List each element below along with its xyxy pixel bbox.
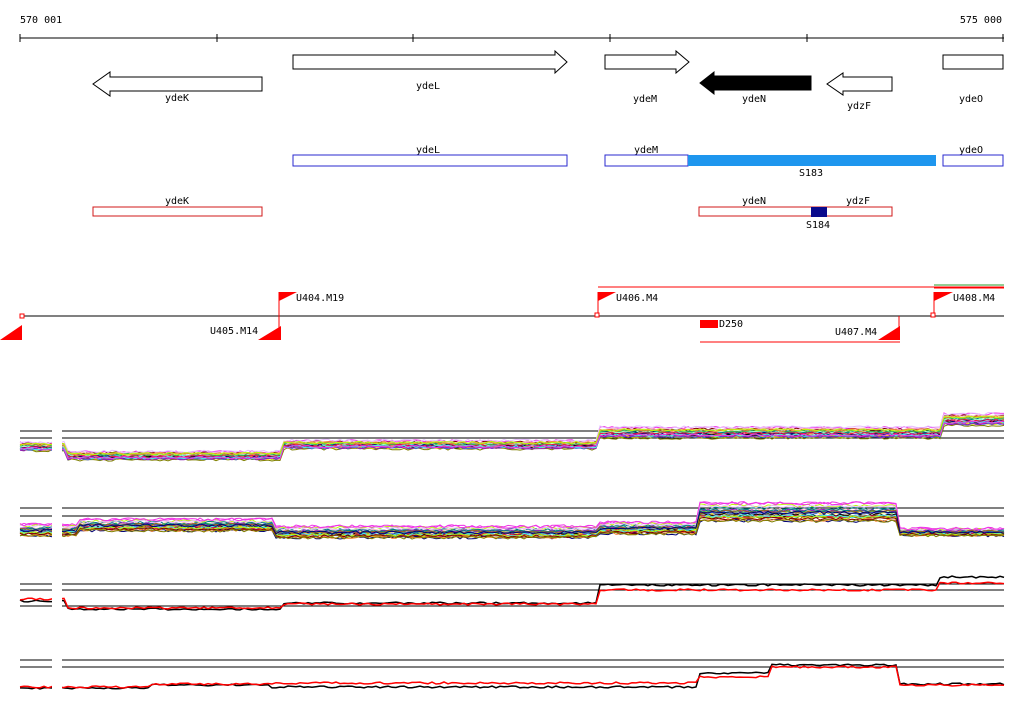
gene-label-ydzF: ydzF	[847, 101, 871, 112]
blue-box-label-ydeM: ydeM	[634, 145, 658, 156]
segment-label-S184: S184	[806, 220, 830, 231]
gene-arrow-ydeN[interactable]	[699, 70, 812, 96]
downshift-block-D250[interactable]	[700, 320, 718, 328]
gene-label-ydeK: ydeK	[165, 93, 189, 104]
red-box-ydeN-ydzF[interactable]	[698, 206, 893, 217]
gene-label-ydeN: ydeN	[742, 94, 766, 105]
upshift-label-U404: U404.M19	[296, 293, 344, 304]
upshift-label-U407: U407.M4	[835, 327, 877, 338]
panel2-trace	[19, 514, 1005, 537]
red-box-label-ydzF: ydzF	[846, 196, 870, 207]
panel1-trace	[19, 415, 1005, 456]
gene-label-ydeO: ydeO	[959, 94, 983, 105]
panel1-trace	[19, 420, 1005, 460]
gene-arrow-ydeL[interactable]	[292, 49, 568, 75]
segment-label-S183: S183	[799, 168, 823, 179]
panel1-trace	[19, 411, 1005, 454]
gene-track: ydeK ydeL ydeM ydeN ydzF ydeO	[92, 49, 1004, 112]
upshift-label-U408: U408.M4	[953, 293, 995, 304]
blue-box-ydeO[interactable]	[942, 154, 1004, 167]
red-box-label-ydeN: ydeN	[742, 196, 766, 207]
ruler-end-label: 575 000	[960, 15, 1002, 26]
downshift-label-D250: D250	[719, 319, 743, 330]
upshift-flag-U405[interactable]	[258, 326, 281, 340]
shift-track: U405.M14 U404.M19 U406.M4 D250 U407.M4 U…	[0, 284, 1004, 343]
blue-box-ydeL[interactable]	[292, 154, 568, 167]
gene-label-ydeL: ydeL	[416, 81, 440, 92]
ruler-start-label: 570 001	[20, 15, 62, 26]
panel1-trace	[19, 415, 1005, 456]
upshift-flag-U404[interactable]	[279, 292, 297, 301]
upshift-flag-U408[interactable]	[934, 292, 953, 301]
upshift-label-U406: U406.M4	[616, 293, 658, 304]
panel2-trace	[19, 501, 1005, 531]
gene-arrow-ydeK[interactable]	[92, 71, 263, 97]
upshift-marker	[594, 312, 600, 318]
panel2-trace	[19, 506, 1005, 533]
panel2-trace	[19, 509, 1005, 534]
upshift-marker	[19, 313, 25, 319]
panel2-trace	[19, 516, 1005, 539]
gene-arrow-ydzF[interactable]	[826, 72, 893, 96]
blue-transcript-track: ydeL ydeM S183 ydeO	[292, 145, 1004, 179]
panel4-trace-black	[19, 663, 1005, 690]
segment-S184[interactable]	[811, 207, 827, 217]
panel2-trace	[19, 518, 1005, 540]
panel2-trace	[19, 510, 1005, 535]
blue-box-ydeM[interactable]	[604, 154, 689, 167]
gene-label-ydeM: ydeM	[633, 94, 657, 105]
panel3-trace-black	[19, 575, 1005, 611]
panel3-trace-red	[19, 581, 1005, 610]
upshift-label-U405: U405.M14	[210, 326, 258, 337]
expression-panels	[19, 411, 1005, 690]
blue-box-label-ydeL: ydeL	[416, 145, 440, 156]
red-transcript-track: ydeK ydeN ydzF S184	[92, 196, 893, 231]
panel4-trace-red	[19, 665, 1005, 689]
blue-box-label-ydeO: ydeO	[959, 145, 983, 156]
upshift-marker	[930, 312, 936, 318]
data-gap	[52, 420, 62, 710]
red-box-ydeK[interactable]	[92, 206, 263, 217]
red-box-label-ydeK: ydeK	[165, 196, 189, 207]
gene-arrow-ydeO[interactable]	[942, 54, 1004, 70]
coordinate-ruler: 570 001 575 000	[19, 15, 1004, 42]
upshift-flag-U406[interactable]	[598, 292, 616, 301]
segment-S183[interactable]	[688, 155, 936, 166]
gene-arrow-ydeM[interactable]	[604, 49, 690, 75]
upshift-flag-left-edge	[0, 325, 22, 340]
upshift-flag-U407[interactable]	[878, 326, 900, 340]
